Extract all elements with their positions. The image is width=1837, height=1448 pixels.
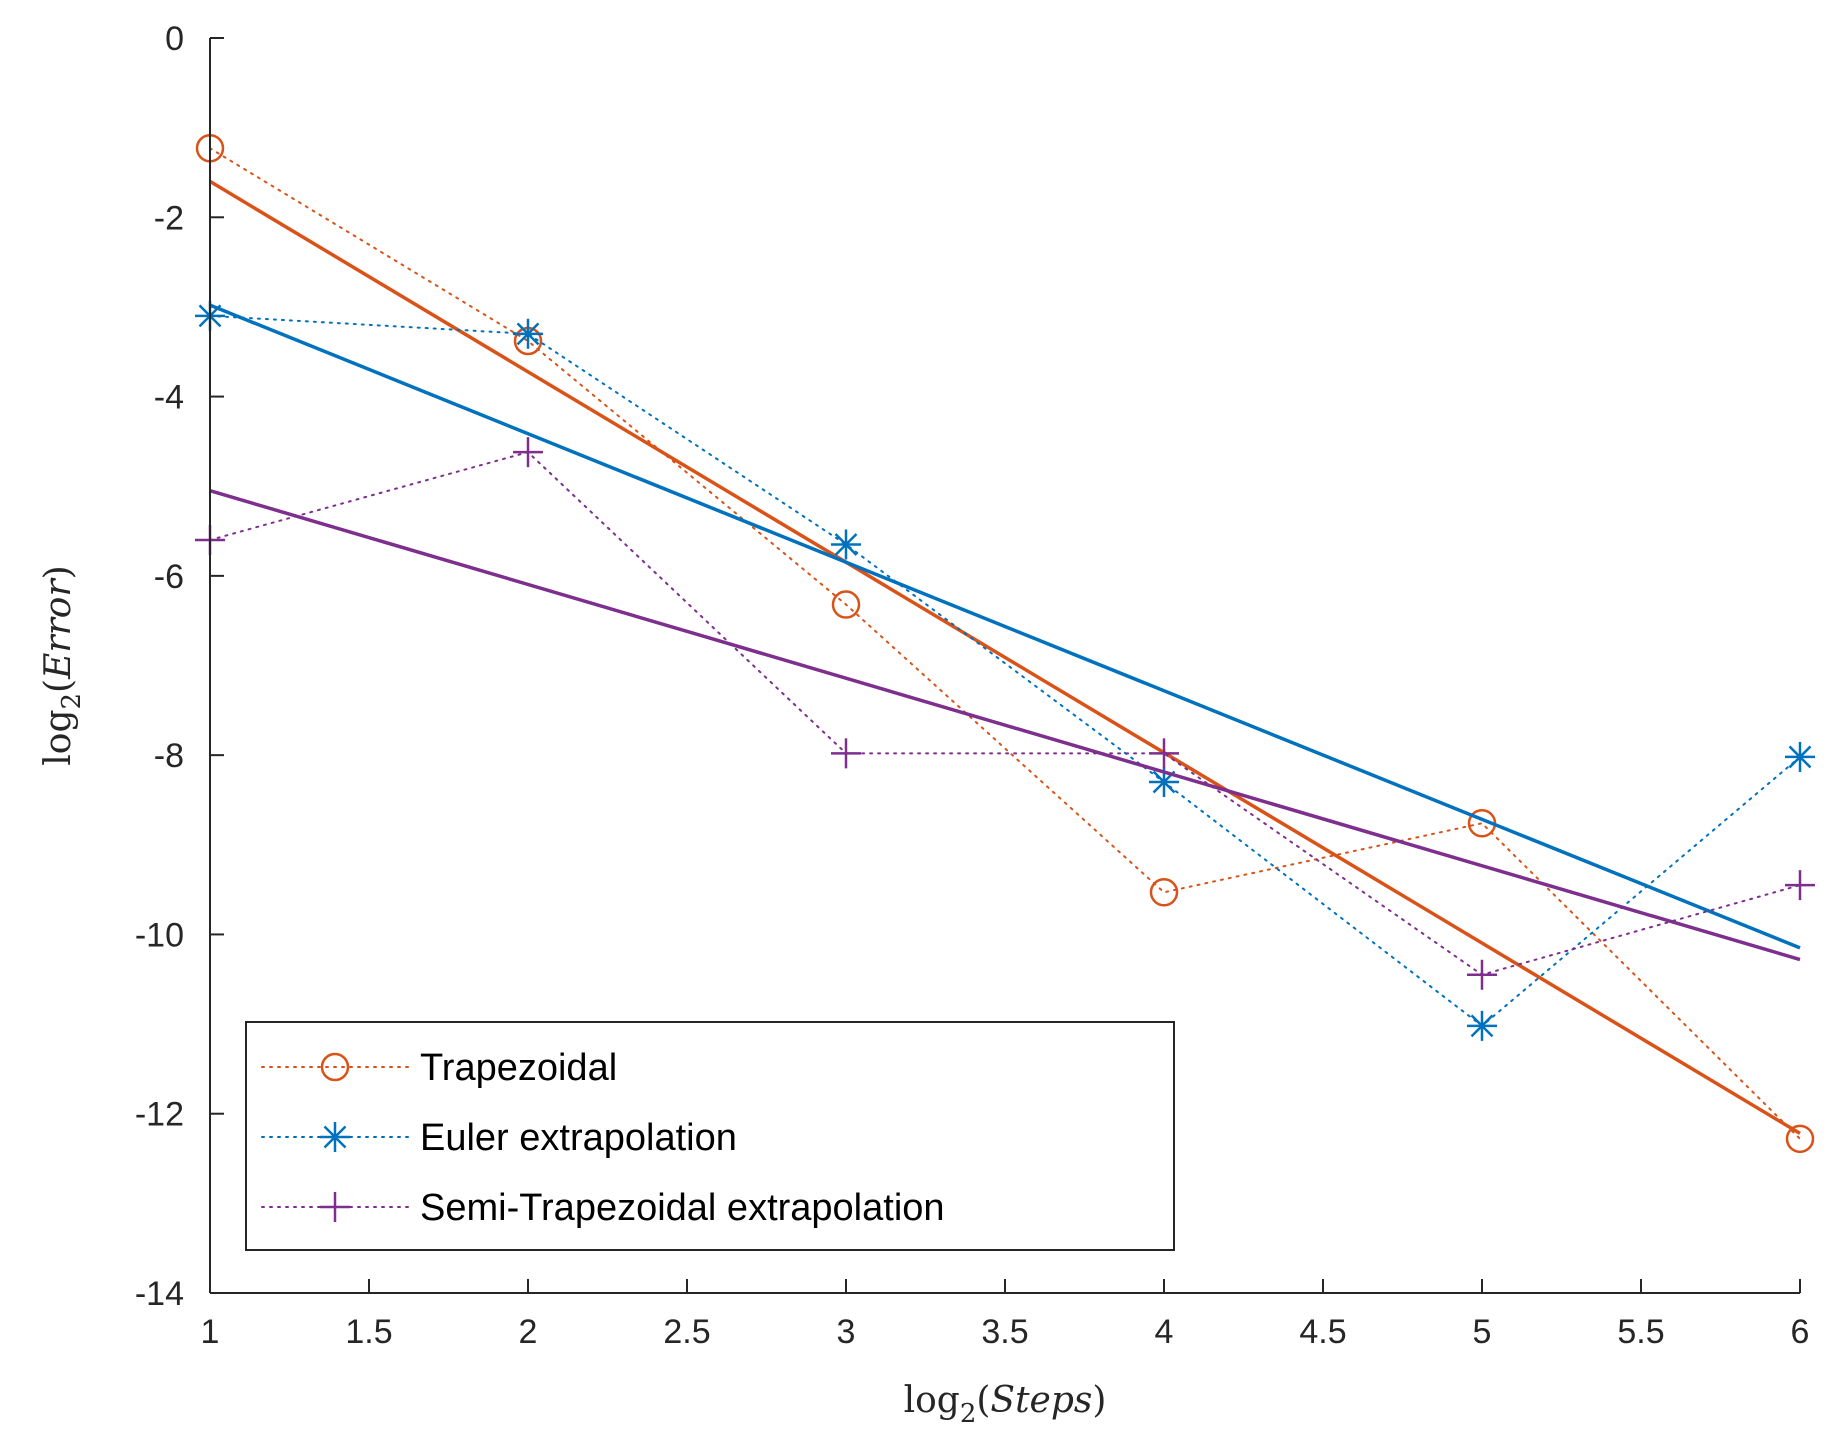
y-tick-label: -14 — [135, 1275, 184, 1313]
data-point — [1467, 1010, 1497, 1041]
x-tick-label: 3.5 — [981, 1313, 1028, 1351]
legend-marker — [320, 1122, 350, 1152]
series-dotted-line — [209, 451, 1801, 976]
data-point — [831, 529, 861, 560]
x-tick-label: 5 — [1473, 1313, 1492, 1351]
data-point — [1467, 959, 1497, 990]
y-tick-label: 0 — [165, 20, 184, 58]
y-axis-label: log2(Error) — [38, 565, 87, 765]
axes: 1 1.5 2 2.5 3 3.5 4 4.5 5 5.5 6 0 -2 -4 -6 -8 -10 -12 -14 — [135, 20, 1810, 1351]
legend: Trapezoidal Euler extrapolation Semi-Trape… — [245, 1021, 1175, 1251]
x-tick-label: 2.5 — [663, 1313, 710, 1351]
series-euler-extrapolation — [195, 300, 1815, 1041]
legend-box — [245, 1021, 1175, 1251]
series-fit-line — [209, 489, 1801, 962]
legend-marker — [320, 1192, 350, 1222]
y-tick-label: -6 — [154, 558, 184, 596]
legend-entry: Euler extrapolation — [261, 1117, 737, 1159]
data-point — [513, 318, 543, 349]
y-tick-label: -8 — [154, 737, 184, 775]
data-point — [1785, 870, 1815, 901]
series-semi-trapezoidal-extrapolation — [195, 437, 1815, 990]
data-point — [1149, 878, 1179, 907]
series-fit-line — [209, 179, 1801, 1135]
x-tick-label: 5.5 — [1617, 1313, 1664, 1351]
series-dotted-line — [209, 314, 1801, 1028]
x-ticks: 1 1.5 2 2.5 3 3.5 4 4.5 5 5.5 6 — [201, 1279, 1810, 1351]
series-fit-line — [209, 303, 1801, 950]
data-point — [1785, 741, 1815, 772]
data-point — [1149, 738, 1179, 769]
x-axis-label: log2(Steps) — [904, 1380, 1107, 1429]
y-tick-label: -12 — [135, 1096, 184, 1134]
data-point — [831, 738, 861, 769]
x-tick-label: 2 — [519, 1313, 538, 1351]
x-tick-label: 1.5 — [345, 1313, 392, 1351]
data-point — [513, 437, 543, 468]
y-tick-label: -10 — [135, 916, 184, 954]
data-point — [831, 590, 861, 619]
x-tick-label: 4.5 — [1299, 1313, 1346, 1351]
legend-entry: Trapezoidal — [261, 1047, 617, 1089]
y-tick-label: -4 — [154, 379, 184, 417]
legend-marker — [320, 1052, 350, 1082]
legend-label: Euler extrapolation — [420, 1117, 737, 1159]
x-tick-label: 4 — [1155, 1313, 1174, 1351]
x-tick-label: 3 — [837, 1313, 856, 1351]
y-ticks: 0 -2 -4 -6 -8 -10 -12 -14 — [135, 20, 224, 1313]
y-tick-label: -2 — [154, 199, 184, 237]
legend-label: Trapezoidal — [420, 1047, 617, 1089]
x-tick-label: 1 — [201, 1313, 220, 1351]
series-trapezoidal — [195, 134, 1815, 1154]
plot-area — [195, 134, 1815, 1154]
legend-entry: Semi-Trapezoidal extrapolation — [261, 1187, 945, 1229]
x-tick-label: 6 — [1791, 1313, 1810, 1351]
data-point — [1785, 1124, 1815, 1154]
series-dotted-line — [209, 147, 1801, 1140]
legend-label: Semi-Trapezoidal extrapolation — [420, 1187, 945, 1229]
